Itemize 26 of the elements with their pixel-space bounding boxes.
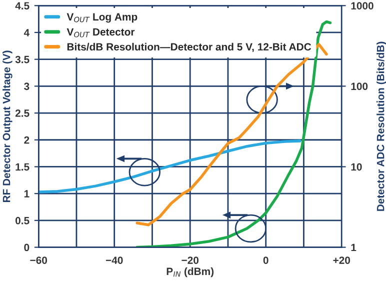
y2-axis-title: Detector ADC Resolution (Bits/dB) (376, 42, 386, 211)
y-tick-label: 3.5 (15, 56, 30, 64)
y-tick-label: 4 (24, 29, 30, 36)
x-tick-label: +20 (333, 256, 350, 264)
line-series (38, 140, 302, 194)
y-tick-label: 2 (24, 136, 30, 144)
x-tick-label: −40 (106, 256, 123, 264)
y2-tick-label: 1 (351, 244, 356, 252)
y-tick-label: 0 (24, 244, 30, 252)
y-axis-title: RF Detector Output Voltage (V) (2, 50, 12, 202)
y-tick-label: 3 (24, 82, 30, 90)
y-tick-label: 1 (24, 190, 30, 198)
y2-tick-label: 1000 (351, 2, 374, 10)
y-tick-label: 0.5 (16, 216, 30, 224)
y2-tick-label: 100 (351, 82, 368, 90)
legend-label: Bits/dB Resolution—Detector and 5 V, 12-Bit ADC (67, 42, 312, 52)
x-axis-title: P$_{IN}$ (dBm) (166, 267, 214, 278)
legend-label: V$_{OUT}$ Detector (66, 28, 135, 38)
x-tick-label: −60 (30, 256, 48, 264)
legend-label: V$_{OUT}$ Log Amp (66, 13, 138, 23)
y-tick-label: 4.5 (15, 2, 30, 10)
y2-tick-label: 10 (351, 163, 362, 171)
x-tick-label: 0 (263, 256, 268, 264)
y-tick-label: 2.5 (15, 110, 30, 117)
x-tick-label: −20 (182, 256, 199, 264)
y-tick-label: 1.5 (16, 163, 30, 171)
